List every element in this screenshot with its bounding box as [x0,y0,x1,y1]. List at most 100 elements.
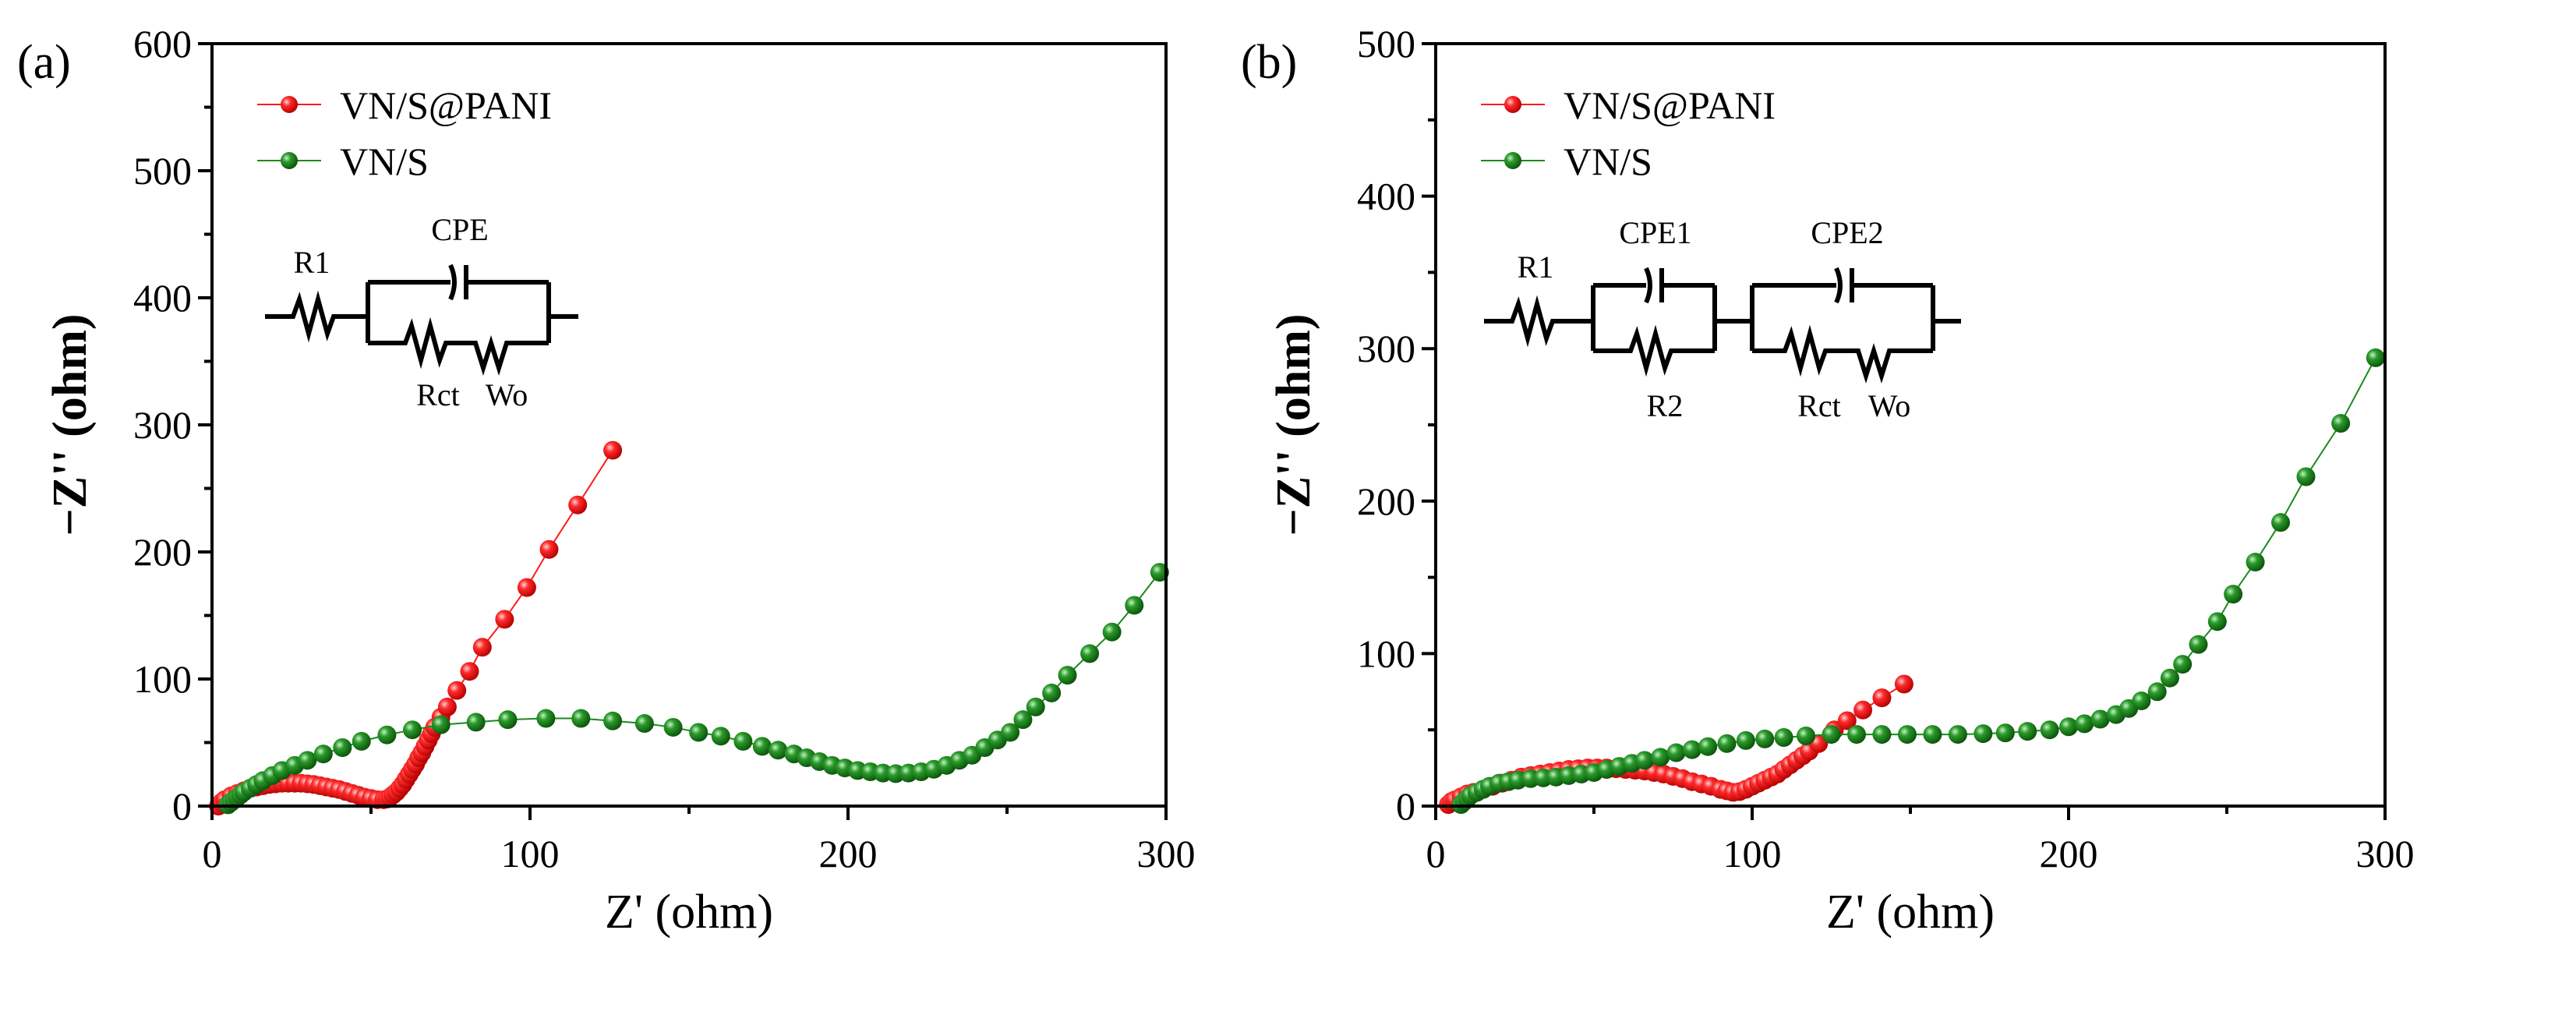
data-point [1755,729,1775,748]
x-tick-label: 300 [2356,832,2415,875]
circuit-label-r1: R1 [1518,249,1554,285]
data-point [1923,725,1942,744]
legend-label-vns: VN/S [340,140,429,183]
y-tick-label: 300 [133,403,192,447]
data-point [460,662,479,681]
data-point [1846,725,1866,744]
y-axis-label: −Z'' (ohm) [1267,313,1320,536]
circuit-label-wo: Wo [486,377,528,412]
data-point [1013,710,1033,730]
panel-label: (a) [17,36,71,89]
data-point [1736,730,1755,750]
plot-area: 0 100 200 300 0 100 200 300 400 500 600 [133,22,1196,875]
data-point [571,709,591,728]
data-point [1853,700,1873,720]
data-point [2224,585,2243,604]
data-point [733,731,753,751]
y-tick-label: 0 [172,784,192,828]
legend-label-vns: VN/S [1564,140,1652,183]
data-point [1102,622,1122,642]
data-point [377,725,397,744]
data-point [2160,668,2179,688]
legend-marker-vns-pani [281,96,298,113]
data-point [2246,553,2265,572]
data-point [1837,711,1857,730]
x-tick-label: 0 [1426,832,1446,875]
circuit-wires [265,280,578,377]
data-point [2147,682,2167,702]
circuit-label-rct: Rct [1797,388,1841,423]
data-point [1872,688,1892,708]
data-point [2207,612,2227,631]
x-tick-label: 100 [1723,832,1782,875]
legend: VN/S@PANI VN/S [1481,83,1776,183]
legend: VN/S@PANI VN/S [257,83,552,183]
y-tick-label: 200 [1357,479,1415,523]
data-point [2296,467,2316,486]
data-point [2075,714,2094,734]
data-point [769,741,788,760]
x-axis-label: Z' (ohm) [1826,886,1995,939]
data-point [752,737,772,756]
circuit-label-rct: Rct [416,377,460,412]
data-point [1797,727,1816,746]
data-point [1698,737,1718,756]
data-point [1666,743,1686,762]
data-point [1042,683,1062,702]
data-point [517,578,536,597]
data-point [472,638,492,657]
data-point [2040,720,2059,740]
legend-marker-vns [281,152,298,169]
equivalent-circuit-inset: R1 CPE Rct Wo [265,212,578,412]
legend-label-vns-pani: VN/S@PANI [1564,83,1776,127]
circuit-label-cpe2: CPE2 [1811,215,1883,250]
circuit-label-cpe: CPE [431,212,488,247]
data-point [466,713,486,732]
y-axis-label: −Z'' (ohm) [44,313,97,536]
data-point [1080,644,1100,663]
data-point [539,539,559,559]
panel-a: 0 100 200 300 0 100 200 300 400 500 600 (a) Z' (oh… [17,22,1196,939]
data-point [1822,725,1841,744]
cpe1-symbol [1644,267,1664,304]
y-tick-label: 400 [1357,175,1415,218]
legend-label-vns-pani: VN/S@PANI [340,83,552,127]
data-point [1058,666,1077,685]
plot-area: 0 100 200 300 0 100 200 300 400 500 [1357,22,2415,875]
data-point [1872,725,1892,744]
legend-marker-vns [1504,152,1521,169]
y-tick-label: 100 [133,657,192,701]
data-point [1717,734,1737,753]
data-point [333,738,352,758]
circuit-label-r1: R1 [294,245,330,280]
data-point [2189,635,2208,654]
data-point [689,723,708,742]
x-tick-label: 0 [203,832,222,875]
data-point [1634,751,1654,770]
x-tick-label: 300 [1137,832,1196,875]
y-tick-label: 600 [133,22,192,65]
data-point [1001,723,1020,742]
y-tick-label: 200 [133,530,192,574]
circuit-label-wo: Wo [1868,388,1911,423]
data-point [1948,725,1967,744]
data-point [437,697,457,716]
data-point [495,610,514,629]
data-point [1682,740,1701,759]
circuit-wires [1484,283,1961,384]
series-line [1460,357,2376,805]
data-point [1897,725,1917,744]
x-tick-label: 100 [501,832,560,875]
data-point [2132,691,2151,711]
y-tick-label: 0 [1396,784,1415,828]
data-point [603,711,623,730]
data-point [2366,348,2385,367]
cpe2-symbol [1834,267,1854,304]
x-axis-label: Z' (ohm) [605,886,773,939]
data-point [1125,596,1144,615]
data-point [663,717,683,737]
data-point [1026,697,1045,716]
circuit-label-r2: R2 [1647,388,1684,423]
data-point [603,440,623,460]
